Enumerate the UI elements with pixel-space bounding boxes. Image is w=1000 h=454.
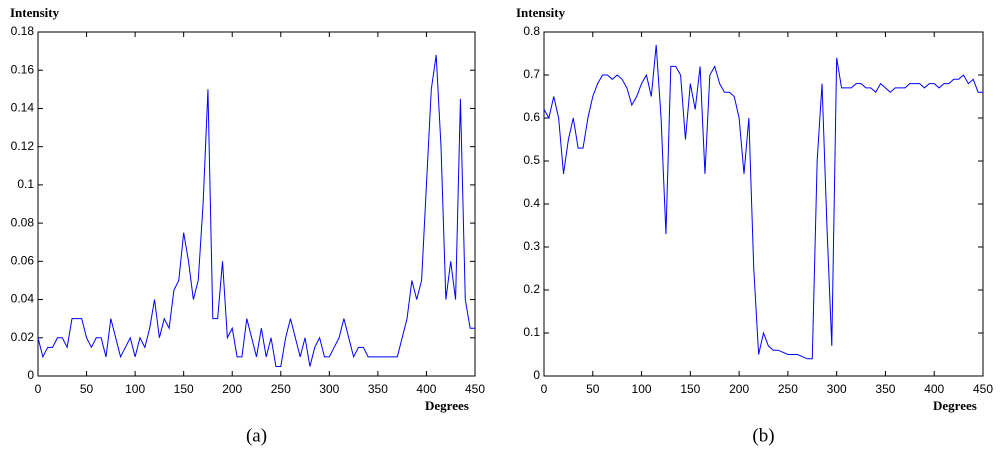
x-tick-label: 200	[729, 382, 749, 396]
y-tick-label: 0.6	[523, 110, 540, 124]
y-tick-label: 0.04	[11, 292, 35, 306]
x-tick-label: 200	[222, 382, 242, 396]
y-tick-label: 0.16	[11, 62, 35, 76]
x-tick-label: 0	[35, 382, 42, 396]
x-tick-label: 450	[973, 382, 993, 396]
x-tick-label: 350	[875, 382, 895, 396]
x-tick-label: 250	[778, 382, 798, 396]
y-tick-label: 0.02	[11, 330, 35, 344]
y-axis-label: Intensity	[10, 5, 60, 20]
y-tick-label: 0.7	[523, 67, 540, 81]
x-tick-label: 250	[271, 382, 291, 396]
caption: (a)	[246, 425, 267, 446]
data-line	[37, 54, 475, 367]
y-tick-label: 0.18	[11, 24, 35, 38]
plot-area	[543, 31, 984, 377]
x-tick-label: 300	[827, 382, 847, 396]
x-axis-label: Degrees	[933, 398, 977, 413]
y-tick-label: 0.3	[523, 239, 540, 253]
y-axis-label: Intensity	[516, 5, 566, 20]
y-tick-label: 0.1	[17, 177, 34, 191]
y-tick-label: 0.5	[523, 153, 540, 167]
x-tick-label: 300	[319, 382, 339, 396]
x-tick-label: 150	[680, 382, 700, 396]
x-tick-label: 350	[368, 382, 388, 396]
y-tick-label: 0.2	[523, 282, 540, 296]
x-tick-label: 400	[924, 382, 944, 396]
x-tick-label: 0	[541, 382, 548, 396]
y-tick-label: 0	[27, 368, 34, 382]
data-line	[543, 44, 983, 360]
x-tick-label: 50	[586, 382, 600, 396]
y-tick-label: 0.4	[523, 196, 540, 210]
y-tick-label: 0.12	[11, 139, 35, 153]
y-tick-label: 0.06	[11, 254, 35, 268]
y-tick-label: 0.1	[523, 325, 540, 339]
x-tick-label: 100	[632, 382, 652, 396]
x-tick-label: 150	[174, 382, 194, 396]
y-tick-label: 0.08	[11, 215, 35, 229]
y-tick-label: 0.14	[11, 101, 35, 115]
x-tick-label: 450	[465, 382, 485, 396]
y-tick-label: 0.8	[523, 24, 540, 38]
x-tick-label: 100	[125, 382, 145, 396]
y-tick-label: 0	[533, 368, 540, 382]
x-tick-label: 400	[416, 382, 436, 396]
plot-area	[37, 31, 476, 377]
caption: (b)	[752, 425, 774, 446]
x-tick-label: 50	[80, 382, 94, 396]
x-axis-label: Degrees	[425, 398, 469, 413]
